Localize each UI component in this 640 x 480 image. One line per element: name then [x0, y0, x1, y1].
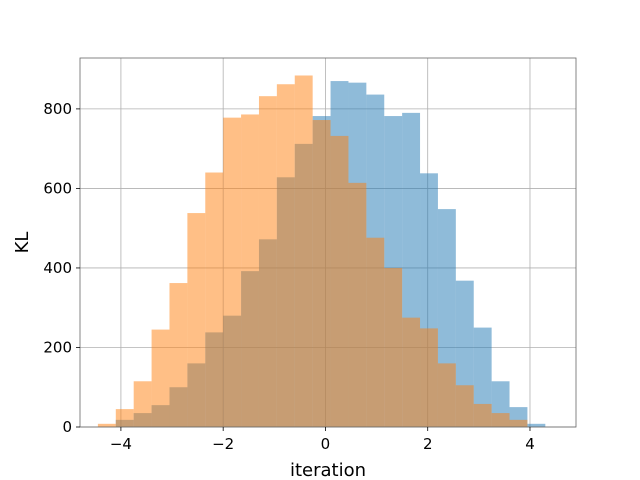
histogram-bar-series-2 — [509, 419, 528, 427]
histogram-bar-series-2 — [241, 114, 259, 427]
histogram-bar-series-2 — [115, 409, 134, 427]
y-tick-label: 800 — [43, 100, 72, 118]
histogram-bar-series-1 — [473, 327, 492, 427]
y-tick-label: 0 — [62, 418, 72, 436]
histogram-bar-series-2 — [169, 283, 188, 427]
histogram-bar-series-2 — [455, 385, 474, 427]
y-axis-label: KL — [12, 232, 33, 254]
histogram-bar-series-2 — [420, 328, 438, 427]
histogram-bar-series-2 — [187, 213, 206, 427]
histogram-bar-series-2 — [223, 117, 242, 427]
histogram-bar-series-2 — [97, 423, 116, 427]
y-tick-label: 200 — [43, 338, 72, 356]
histogram-bar-series-2 — [491, 413, 510, 427]
x-tick-label: 2 — [423, 435, 433, 453]
x-tick-label: 4 — [525, 435, 535, 453]
histogram-bar-series-2 — [402, 317, 421, 427]
histogram-bar-series-2 — [348, 182, 367, 427]
histogram-bar-series-2 — [437, 363, 456, 427]
x-tick-label: 0 — [321, 435, 331, 453]
y-tick-label: 400 — [43, 259, 72, 277]
ticks: −4 −2 0 2 4 0 200 400 600 800 — [43, 100, 534, 453]
histogram-bar-series-2 — [312, 120, 331, 427]
histogram-bar-series-2 — [366, 237, 385, 427]
y-tick-label: 600 — [43, 179, 72, 197]
x-tick-label: −4 — [110, 435, 132, 453]
histogram-bar-series-2 — [294, 75, 313, 427]
histogram-bar-series-1 — [527, 423, 546, 427]
x-tick-label: −2 — [212, 435, 234, 453]
histogram-bar-series-2 — [258, 96, 277, 427]
histogram-bar-series-2 — [151, 329, 170, 427]
x-axis-label: iteration — [290, 460, 366, 480]
histogram-bar-series-2 — [205, 172, 224, 427]
histogram-bar-series-2 — [330, 135, 349, 427]
histogram-bar-series-2 — [133, 381, 152, 427]
histogram-bar-series-2 — [473, 403, 492, 427]
bars — [97, 75, 546, 428]
histogram-bar-series-2 — [276, 84, 295, 428]
histogram-bar-series-2 — [384, 267, 403, 427]
plot-frame — [79, 57, 577, 428]
